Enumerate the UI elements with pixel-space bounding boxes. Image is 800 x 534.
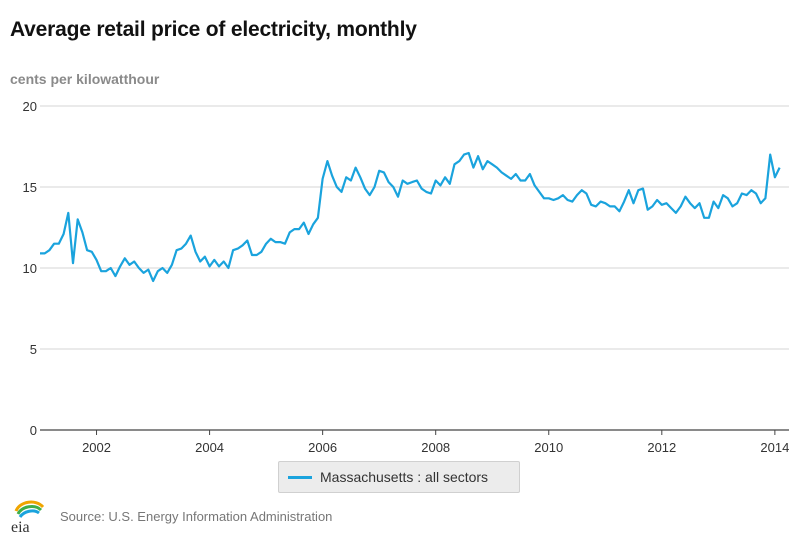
y-tick-label-5: 5 [30, 342, 37, 357]
source-note: Source: U.S. Energy Information Administ… [60, 508, 333, 524]
legend-label: Massachusetts : all sectors [320, 469, 489, 485]
x-tick-label-2002: 2002 [82, 440, 111, 455]
y-axis-units-label: cents per kilowatthour [10, 71, 160, 87]
y-tick-label-0: 0 [30, 423, 37, 438]
x-tick-label-2008: 2008 [421, 440, 450, 455]
x-tick-label-2010: 2010 [534, 440, 563, 455]
chart-title: Average retail price of electricity, mon… [10, 18, 417, 41]
legend-swatch [288, 475, 312, 479]
x-tick-label-2014: 2014 [760, 440, 789, 455]
footer: eia Source: U.S. Energy Information Admi… [10, 498, 332, 534]
svg-text:eia: eia [11, 519, 30, 534]
gridlines [40, 105, 789, 350]
legend[interactable]: Massachusetts : all sectors [278, 461, 520, 493]
x-tick-label-2012: 2012 [647, 440, 676, 455]
series-line-massachusetts[interactable] [40, 151, 781, 283]
x-tick-labels: 2002 2004 2006 2008 2010 2012 2014 [82, 430, 789, 455]
eia-logo: eia [11, 500, 45, 534]
y-tick-label-15: 15 [23, 180, 37, 195]
y-tick-labels: 0 5 10 15 20 [23, 99, 37, 438]
y-tick-label-20: 20 [23, 99, 37, 114]
x-tick-label-2006: 2006 [308, 440, 337, 455]
x-tick-label-2004: 2004 [195, 440, 224, 455]
y-tick-label-10: 10 [23, 261, 37, 276]
